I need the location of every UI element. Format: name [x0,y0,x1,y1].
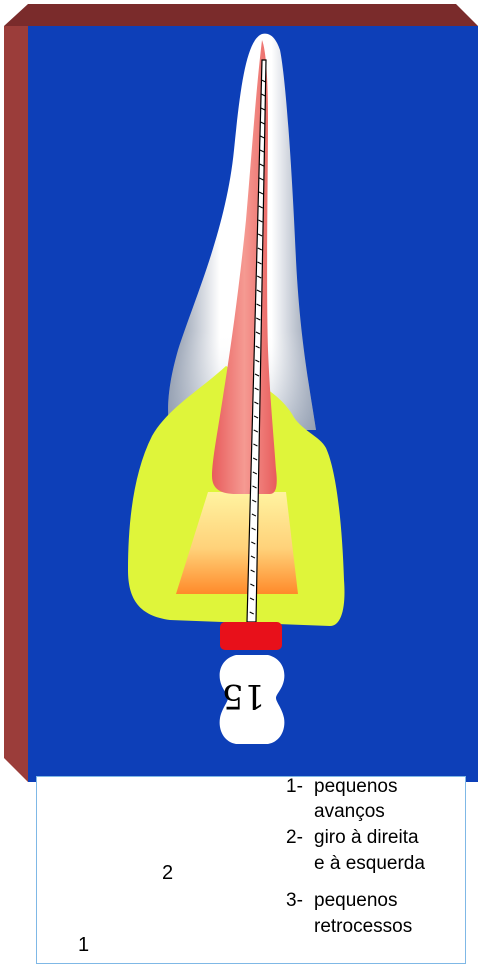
legend-step-number: 2- [286,827,303,848]
file-flute-mark [250,569,255,573]
file-flute-mark [257,261,262,265]
file-flute-mark [254,387,259,391]
legend-step-number: 3- [286,890,303,911]
legend-step-text: giro à direita [314,827,419,848]
advance-arrow-label: 1 [78,934,90,956]
file-flute-mark [249,611,254,615]
legend-step-text: pequenos [314,890,398,911]
file-handle [219,655,285,744]
legend-box [36,776,466,964]
legend-step-text: avanços [314,801,385,822]
file-flute-mark [256,289,262,293]
file-flute-mark [258,191,264,195]
file-flute-mark [250,583,255,587]
file-flute-mark [251,499,257,503]
file-flute-mark [259,177,264,181]
endodontic-file [219,59,285,744]
legend-step-number: 1- [286,776,303,797]
file-flute-mark [253,429,258,433]
file-flute-mark [252,485,257,489]
file-flute-mark [251,513,257,517]
file-flute-mark [252,457,258,461]
rotation-arrow-label: 2 [162,862,174,884]
pulp-chamber [176,492,298,594]
panel-left-side [4,26,28,782]
file-flute-mark [260,121,265,125]
file-flute-mark [253,415,259,419]
file-size-label: 15 [222,676,266,716]
file-flute-mark [252,471,258,475]
file-flute-mark [257,247,263,251]
file-flute-mark [258,219,263,223]
file-flute-mark [258,205,263,209]
file-flute-mark [254,373,260,377]
file-flute-mark [253,443,258,447]
file-flute-mark [260,107,266,111]
file-flute-mark [255,345,260,349]
file-flute-mark [257,233,263,237]
file-flute-mark [251,527,256,531]
file-flute-mark [249,597,255,601]
file-flute-mark [254,401,259,405]
file-flute-mark [259,149,265,153]
file-flute-mark [251,541,256,545]
legend-step-text: retrocessos [314,916,413,937]
panel-top-edge [4,4,478,26]
legend-step-text: pequenos [314,776,398,797]
file-flute-mark [261,93,266,97]
legend-step-text: e à esquerda [314,853,425,874]
file-flute-mark [256,303,261,307]
rubber-stopper [220,622,282,650]
file-flutes [249,79,266,615]
file-flute-mark [250,555,256,559]
file-flute-mark [261,79,266,83]
file-flute-mark [256,317,261,321]
file-flute-mark [256,275,262,279]
file-flute-mark [259,163,264,167]
file-flute-mark [260,135,265,139]
file-flute-mark [255,359,260,363]
file-flute-mark [255,331,261,335]
